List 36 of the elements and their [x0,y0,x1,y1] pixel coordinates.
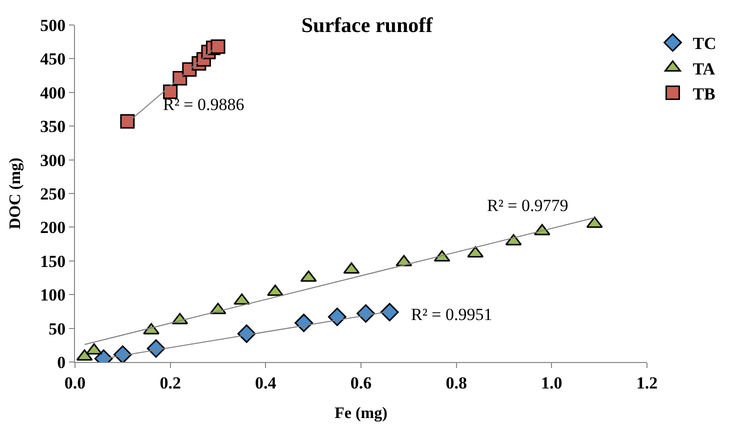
x-tick-label: 1.2 [636,373,658,392]
y-tick-label: 200 [40,218,66,238]
chart-title: Surface runoff [301,12,434,37]
point [120,114,135,129]
annotation: R² = 0.9886 [163,95,244,114]
x-tick-label: 0.4 [255,373,277,392]
point [86,343,102,355]
legend-label: TA [692,59,716,78]
y-tick-label: 450 [40,50,66,69]
x-axis-title: Fe (mg) [334,405,388,422]
y-tick-label: 150 [40,252,66,271]
point [434,250,450,262]
point [76,349,93,361]
x-tick-label: 0.0 [64,373,86,392]
point [343,262,360,274]
legend-label: TB [692,84,716,104]
y-axis-title: DOC (mg) [7,158,24,230]
y-tick-label: 100 [40,286,66,305]
x-tick-label: 0.2 [160,373,181,392]
point [380,302,399,322]
legend-label: TC [692,34,716,54]
y-tick-label: 350 [40,117,66,136]
y-tick-label: 250 [40,184,66,204]
y-tick-label: 500 [40,16,66,35]
y-tick-label: 50 [48,319,66,338]
annotation: R² = 0.9951 [411,305,492,324]
point [210,39,226,54]
y-tick-label: 0 [57,352,66,372]
y-tick-label: 400 [40,83,66,102]
annotation: R² = 0.9779 [487,196,568,215]
x-tick-label: 0.6 [350,373,372,392]
y-tick-label: 300 [40,150,66,170]
x-tick-label: 0.8 [446,373,467,392]
x-tick-label: 1.0 [541,373,562,392]
point [163,84,178,99]
point [234,293,250,305]
